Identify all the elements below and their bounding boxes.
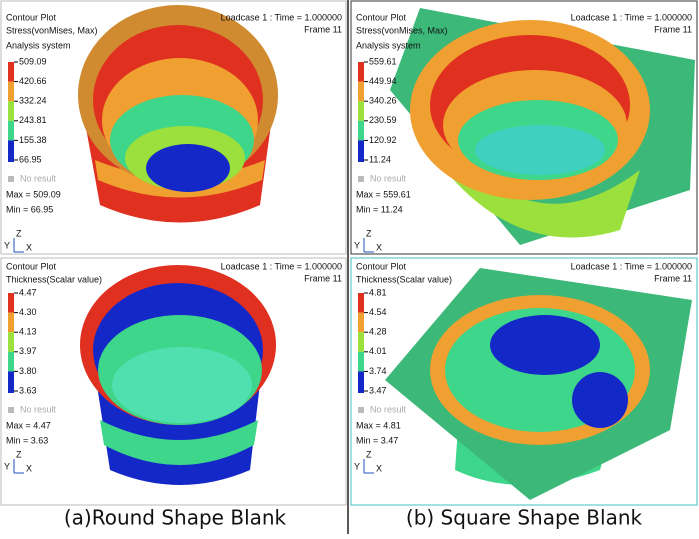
legend-band (358, 332, 364, 352)
round-cup-stress (78, 5, 278, 223)
panel-title: Contour Plot (6, 12, 57, 22)
legend-band (8, 62, 14, 82)
no-result-swatch (8, 176, 14, 182)
panel-quantity: Stress(vonMises, Max) (356, 25, 448, 35)
legend-label: 559.61 (369, 56, 397, 66)
axis-label: Z (366, 228, 372, 238)
legend-label: 4.01 (369, 346, 387, 356)
panel-system: Analysis system (6, 40, 71, 50)
no-result-swatch (8, 407, 14, 413)
frame: Frame 11 (304, 273, 342, 283)
legend-label: 120.92 (369, 135, 397, 145)
legend-band (8, 313, 14, 333)
axis-label: Y (354, 461, 360, 471)
axis-label: Z (366, 449, 372, 459)
legend-label: 340.26 (369, 96, 397, 106)
legend-label: 509.09 (19, 56, 47, 66)
legend-band (8, 156, 14, 162)
legend-label: 420.66 (19, 76, 47, 86)
legend-band (358, 387, 364, 393)
panel-quantity: Thickness(Scalar value) (356, 274, 452, 284)
min-label: Min = 3.47 (356, 435, 398, 445)
legend-label: 3.74 (369, 366, 387, 376)
loadcase: Loadcase 1 : Time = 1.000000 (221, 12, 342, 22)
loadcase: Loadcase 1 : Time = 1.000000 (571, 261, 692, 271)
no-result: No result (370, 404, 407, 414)
min-label: Min = 11.24 (356, 204, 403, 214)
axis-label: Y (4, 461, 10, 471)
round-cup-thickness (80, 265, 276, 485)
max-label: Max = 4.81 (356, 420, 401, 430)
legend-band (8, 121, 14, 141)
loadcase: Loadcase 1 : Time = 1.000000 (221, 261, 342, 271)
axis-label: Y (354, 240, 360, 250)
legend-label: 4.28 (369, 327, 387, 337)
frame: Frame 11 (304, 24, 342, 34)
panel-title: Contour Plot (6, 261, 57, 271)
frame: Frame 11 (654, 24, 692, 34)
max-label: Max = 509.09 (6, 189, 61, 199)
caption: (b) Square Shape Blank (406, 506, 643, 530)
axis-label: Z (16, 449, 22, 459)
axis-label: X (26, 463, 32, 473)
max-label: Max = 559.61 (356, 189, 411, 199)
panel-quantity: Stress(vonMises, Max) (6, 25, 98, 35)
legend-band (358, 101, 364, 121)
legend-label: 4.54 (369, 307, 387, 317)
legend-label: 11.24 (369, 154, 391, 164)
legend-label: 243.81 (19, 115, 47, 125)
no-result: No result (20, 404, 57, 414)
legend-label: 3.80 (19, 366, 37, 376)
legend-band (358, 293, 364, 313)
caption: (a)Round Shape Blank (64, 506, 287, 530)
legend-label: 449.94 (369, 76, 397, 86)
legend-label: 66.95 (19, 154, 42, 164)
legend-label: 4.13 (19, 327, 37, 337)
legend-band (8, 293, 14, 313)
legend-band (8, 82, 14, 102)
panel-system: Analysis system (356, 40, 421, 50)
legend-band (358, 82, 364, 102)
axis-label: Y (4, 240, 10, 250)
max-label: Max = 4.47 (6, 420, 51, 430)
legend-band (358, 352, 364, 372)
legend-label: 4.30 (19, 307, 37, 317)
no-result-swatch (358, 407, 364, 413)
legend-band (358, 62, 364, 82)
legend-band (358, 313, 364, 333)
legend-band (8, 332, 14, 352)
no-result: No result (20, 173, 57, 183)
no-result: No result (370, 173, 407, 183)
no-result-swatch (358, 176, 364, 182)
loadcase: Loadcase 1 : Time = 1.000000 (571, 12, 692, 22)
panel-quantity: Thickness(Scalar value) (6, 274, 102, 284)
axis-label: X (376, 242, 382, 252)
legend-band (8, 101, 14, 121)
figure: Contour Plot Stress(vonMises, Max) Analysi… (0, 0, 699, 534)
min-label: Min = 3.63 (6, 435, 48, 445)
legend-label: 230.59 (369, 115, 397, 125)
legend-band (358, 121, 364, 141)
frame: Frame 11 (654, 273, 692, 283)
legend-label: 3.47 (369, 385, 387, 395)
legend-label: 3.63 (19, 385, 37, 395)
axis-label: X (26, 242, 32, 252)
legend-band (8, 352, 14, 372)
legend-label: 3.97 (19, 346, 37, 356)
axis-label: Z (16, 228, 22, 238)
axis-label: X (376, 463, 382, 473)
legend-label: 4.47 (19, 287, 37, 297)
min-label: Min = 66.95 (6, 204, 53, 214)
legend-band (8, 387, 14, 393)
legend-label: 155.38 (19, 135, 47, 145)
legend-label: 4.81 (369, 287, 387, 297)
legend-band (358, 156, 364, 162)
panel-title: Contour Plot (356, 12, 407, 22)
panel-title: Contour Plot (356, 261, 407, 271)
legend-label: 332.24 (19, 96, 47, 106)
